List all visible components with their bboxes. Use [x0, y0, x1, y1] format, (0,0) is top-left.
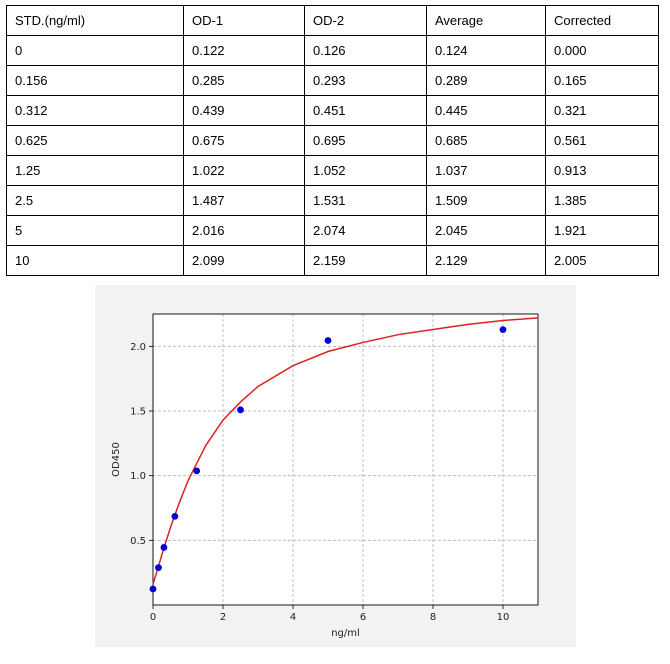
table-cell: 0.124 [426, 35, 546, 66]
table-cell: 1.531 [304, 185, 427, 216]
table-cell: 2.074 [304, 215, 427, 246]
table-cell: 2.099 [183, 245, 305, 276]
table-cell: 1.052 [304, 155, 427, 186]
x-axis-label: ng/ml [331, 628, 360, 639]
x-tick-label: 6 [360, 612, 366, 623]
table-cell: 0.913 [545, 155, 659, 186]
column-header: Corrected [545, 5, 659, 36]
x-tick-label: 10 [497, 612, 510, 623]
table-row: 0.625 0.675 0.695 0.685 0.561 [6, 125, 659, 156]
y-tick-label: 1.5 [130, 407, 146, 418]
table-row: 0 0.122 0.126 0.124 0.000 [6, 35, 659, 66]
y-tick-label: 1.0 [130, 471, 146, 482]
table-cell: 1.385 [545, 185, 659, 216]
table-cell: 10 [6, 245, 184, 276]
table-row: 2.5 1.487 1.531 1.509 1.385 [6, 185, 659, 216]
standard-curve-chart: 0 2 4 6 8 10 0.5 1.0 1.5 2.0 ng/ml OD450 [95, 285, 576, 647]
standard-curve-table: STD.(ng/ml) OD-1 OD-2 Average Corrected 0 0.1… [6, 5, 659, 276]
table-cell: 0.289 [426, 65, 546, 96]
table-row: 1.25 1.022 1.052 1.037 0.913 [6, 155, 659, 186]
table-cell: 0.312 [6, 95, 184, 126]
plot-area [153, 314, 538, 605]
table-cell: 0.000 [545, 35, 659, 66]
data-point [237, 406, 244, 414]
table-cell: 0.439 [183, 95, 305, 126]
table-row: 10 2.099 2.159 2.129 2.005 [6, 245, 659, 276]
table-cell: 2.5 [6, 185, 184, 216]
table-cell: 2.129 [426, 245, 546, 276]
chart-svg: 0 2 4 6 8 10 0.5 1.0 1.5 2.0 ng/ml OD450 [111, 313, 539, 639]
table-row: 5 2.016 2.074 2.045 1.921 [6, 215, 659, 246]
data-point [324, 337, 332, 344]
table-cell: 0.451 [304, 95, 427, 126]
table-cell: 0.285 [183, 65, 305, 96]
table-cell: 1.25 [6, 155, 184, 186]
table-cell: 0.156 [6, 65, 184, 96]
table-cell: 5 [6, 215, 184, 246]
table-cell: 2.016 [183, 215, 305, 246]
table-cell: 1.509 [426, 185, 546, 216]
table-cell: 0.122 [183, 35, 305, 66]
table-cell: 1.921 [545, 215, 659, 246]
table-cell: 0.321 [545, 95, 659, 126]
table-cell: 1.037 [426, 155, 546, 186]
table-cell: 1.487 [183, 185, 305, 216]
data-point [155, 564, 162, 572]
plot-frame [152, 313, 539, 606]
table-cell: 0.445 [426, 95, 546, 126]
y-axis-label: OD450 [111, 442, 122, 477]
y-tick-label: 0.5 [130, 536, 146, 547]
table-cell: 0.675 [183, 125, 305, 156]
x-tick-label: 4 [290, 612, 296, 623]
table-cell: 2.159 [304, 245, 427, 276]
table-cell: 0 [6, 35, 184, 66]
table-cell: 0.165 [545, 65, 659, 96]
table-cell: 2.005 [545, 245, 659, 276]
table-header-row: STD.(ng/ml) OD-1 OD-2 Average Corrected [6, 5, 659, 36]
column-header: OD-2 [304, 5, 427, 36]
column-header: Average [426, 5, 546, 36]
x-tick-label: 8 [430, 612, 436, 623]
table-cell: 1.022 [183, 155, 305, 186]
table-row: 0.312 0.439 0.451 0.445 0.321 [6, 95, 659, 126]
table-cell: 0.126 [304, 35, 427, 66]
x-tick-label: 2 [220, 612, 226, 623]
table-cell: 0.695 [304, 125, 427, 156]
x-tick-label: 0 [150, 612, 156, 623]
table-cell: 0.685 [426, 125, 546, 156]
table-cell: 0.625 [6, 125, 184, 156]
table-cell: 0.293 [304, 65, 427, 96]
data-point [149, 585, 157, 593]
column-header: STD.(ng/ml) [6, 5, 184, 36]
y-tick-label: 2.0 [130, 342, 146, 353]
table-cell: 2.045 [426, 215, 546, 246]
data-point [171, 513, 179, 520]
table-cell: 0.561 [545, 125, 659, 156]
data-point [193, 467, 201, 475]
data-point [160, 544, 168, 551]
data-point [499, 326, 507, 334]
table-row: 0.156 0.285 0.293 0.289 0.165 [6, 65, 659, 96]
column-header: OD-1 [183, 5, 305, 36]
